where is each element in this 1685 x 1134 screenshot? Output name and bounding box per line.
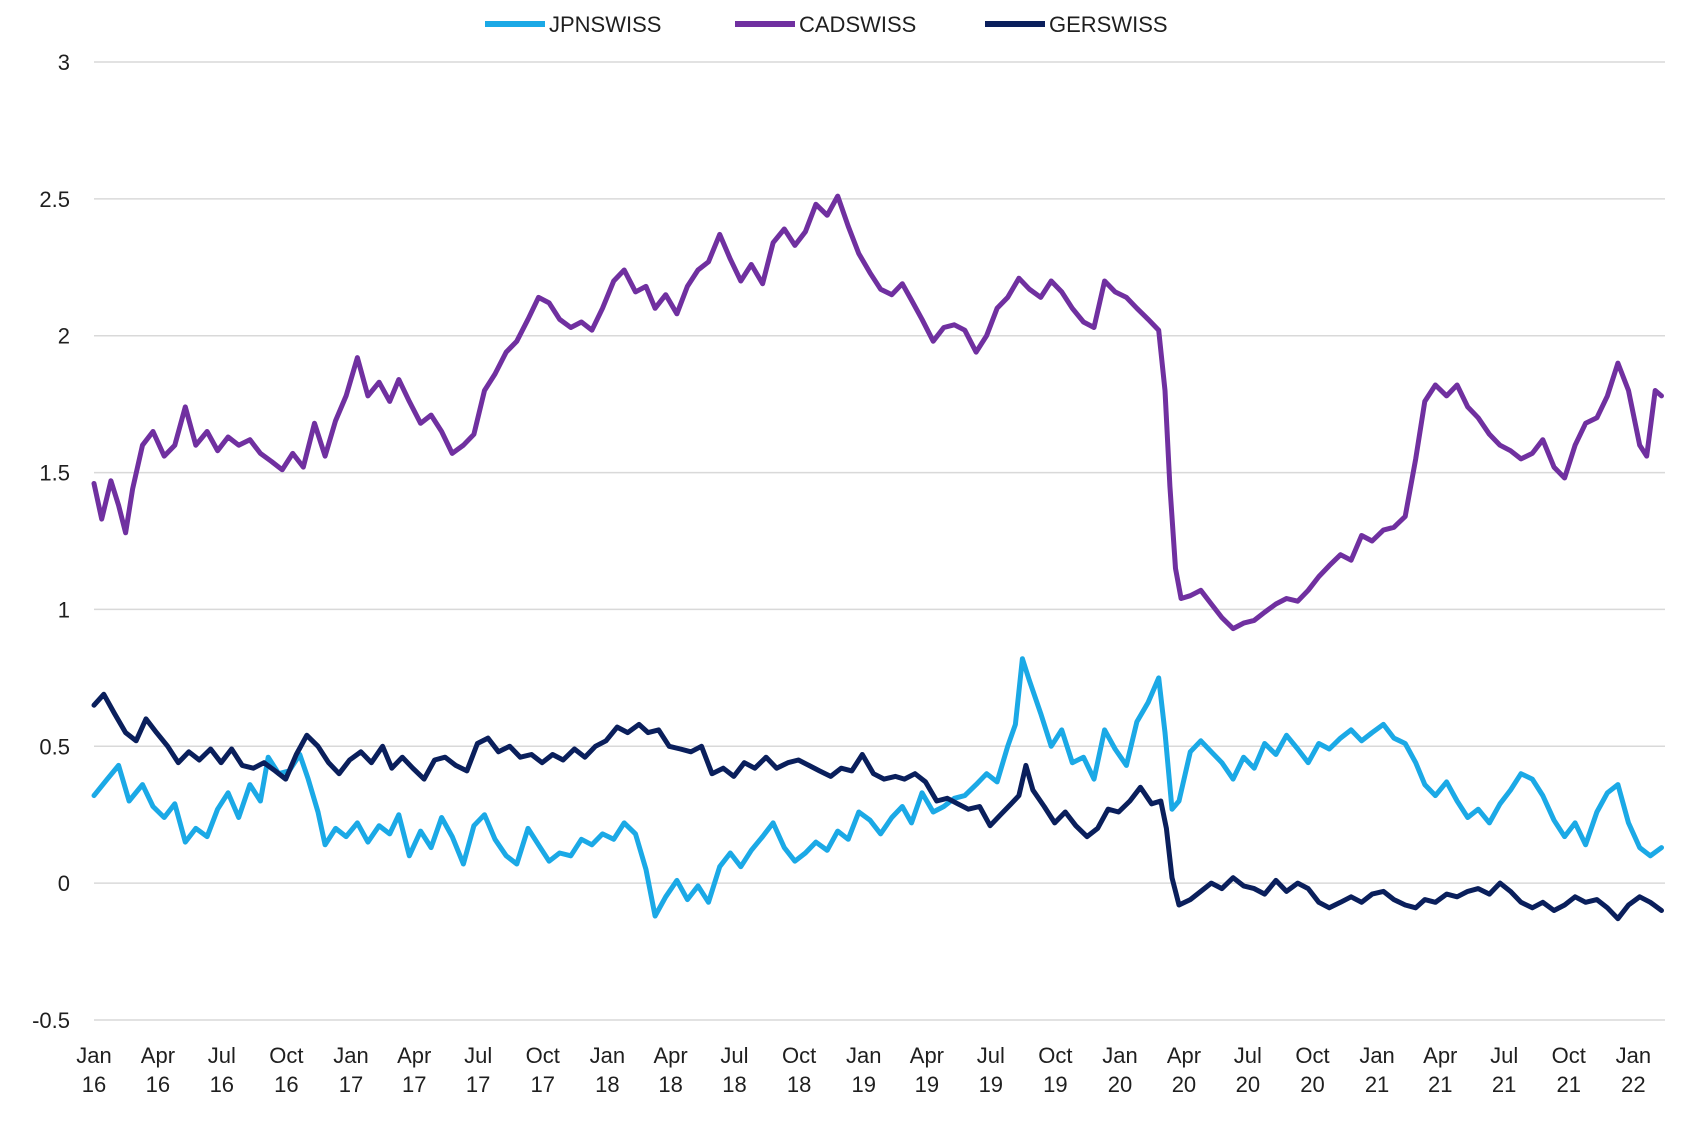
x-tick-label: Jan 22 <box>1616 1043 1651 1097</box>
x-tick-label: Oct 17 <box>526 1043 560 1097</box>
legend-label-gerswiss: GERSWISS <box>1049 12 1168 37</box>
x-tick-label: Jul 20 <box>1234 1043 1262 1097</box>
x-tick-label: Jan 21 <box>1359 1043 1394 1097</box>
y-tick-label: 1 <box>58 597 70 622</box>
legend-item-cadswiss: CADSWISS <box>735 12 916 37</box>
x-tick-label: Oct 20 <box>1295 1043 1329 1097</box>
series-layer <box>91 193 1664 922</box>
grid-lines <box>94 61 1665 1021</box>
x-tick-label: Oct 18 <box>782 1043 816 1097</box>
y-tick-label: 1.5 <box>39 461 70 486</box>
y-tick-label: 2 <box>58 324 70 349</box>
legend-label-jpnswiss: JPNSWISS <box>549 12 661 37</box>
x-tick-label: Jul 21 <box>1490 1043 1518 1097</box>
y-tick-label: 0 <box>58 871 70 896</box>
series-line-gerswiss <box>91 691 1664 922</box>
y-tick-label: 0.5 <box>39 734 70 759</box>
x-tick-label: Jan 19 <box>846 1043 881 1097</box>
y-tick-label: 2.5 <box>39 187 70 212</box>
legend-item-gerswiss: GERSWISS <box>985 12 1168 37</box>
x-tick-label: Jul 18 <box>720 1043 748 1097</box>
x-tick-label: Apr 18 <box>653 1043 687 1097</box>
x-tick-label: Jan 20 <box>1102 1043 1137 1097</box>
x-tick-label: Oct 21 <box>1552 1043 1586 1097</box>
x-tick-label: Apr 17 <box>397 1043 431 1097</box>
x-tick-label: Jan 17 <box>333 1043 368 1097</box>
series-line-cadswiss <box>91 193 1664 632</box>
series-line-jpnswiss <box>91 656 1664 919</box>
legend: JPNSWISS CADSWISS GERSWISS <box>485 12 1168 37</box>
x-tick-label: Jul 16 <box>208 1043 236 1097</box>
x-axis: Jan 16 Apr 16 Jul 16 Oct 16 Jan 17 Apr 17 Jul 17 Oct 17… <box>76 1043 1651 1097</box>
x-tick-label: Apr 19 <box>910 1043 944 1097</box>
x-tick-label: Oct 16 <box>269 1043 303 1097</box>
y-axis: 3 2.5 2 1.5 1 0.5 0 -0.5 <box>32 50 70 1033</box>
x-tick-label: Apr 21 <box>1423 1043 1457 1097</box>
y-tick-label: 3 <box>58 50 70 75</box>
x-tick-label: Apr 20 <box>1167 1043 1201 1097</box>
x-tick-label: Oct 19 <box>1038 1043 1072 1097</box>
y-tick-label: -0.5 <box>32 1008 70 1033</box>
x-tick-label: Jan 18 <box>590 1043 625 1097</box>
x-tick-label: Jul 19 <box>977 1043 1005 1097</box>
legend-label-cadswiss: CADSWISS <box>799 12 916 37</box>
x-tick-label: Apr 16 <box>141 1043 175 1097</box>
x-tick-label: Jul 17 <box>464 1043 492 1097</box>
legend-item-jpnswiss: JPNSWISS <box>485 12 661 37</box>
x-tick-label: Jan 16 <box>76 1043 111 1097</box>
